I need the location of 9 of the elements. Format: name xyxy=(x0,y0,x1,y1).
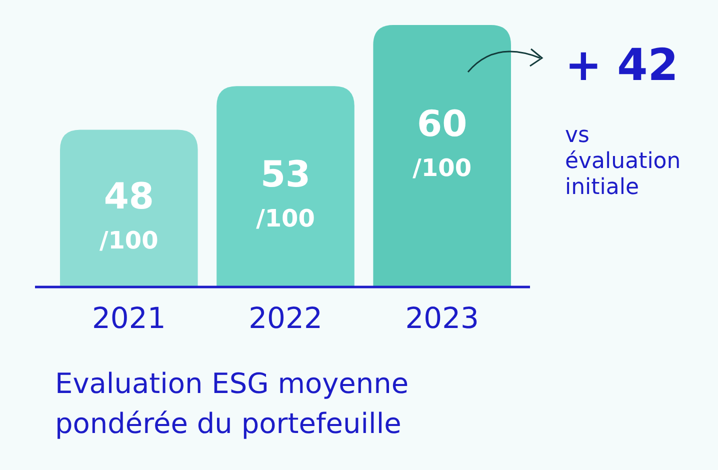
text: vs évaluation initiale xyxy=(565,123,681,200)
data-label: 48 /100 xyxy=(99,176,158,254)
x-tick-label: 2023 xyxy=(405,301,480,335)
text: Evaluation ESG moyenne pondérée du portefeuille xyxy=(55,367,409,440)
text: + 42 xyxy=(565,40,678,91)
x-tick-label: 2021 xyxy=(92,301,166,335)
data-label: 53 /100 xyxy=(256,154,315,233)
data-label: 60 /100 xyxy=(412,104,472,182)
x-tick-label: 2022 xyxy=(248,301,322,335)
